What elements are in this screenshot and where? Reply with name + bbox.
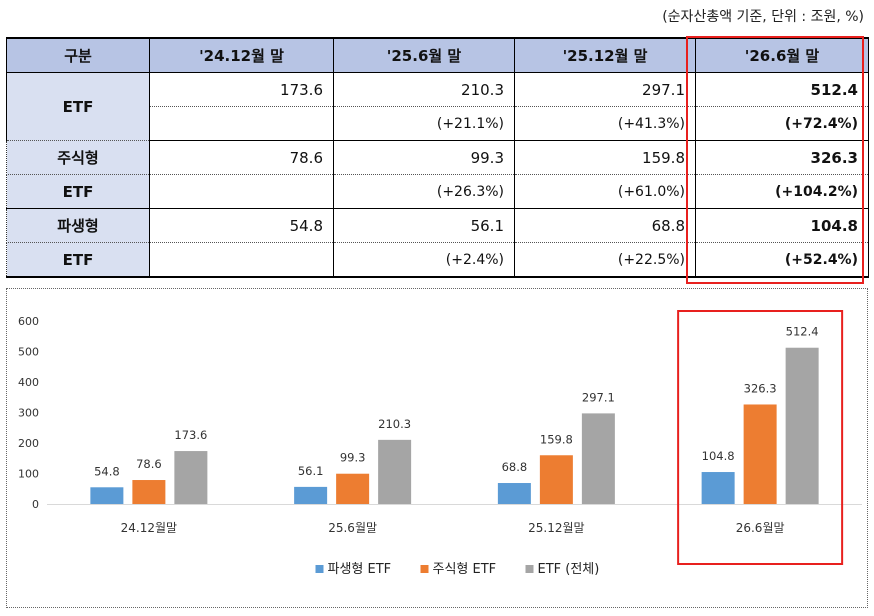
y-tick-label: 100 (18, 468, 39, 481)
table-cell: (+21.1%) (333, 106, 515, 141)
table-cell: 297.1 (514, 72, 696, 107)
legend-swatch (420, 565, 429, 573)
table-cell: 68.8 (514, 208, 696, 243)
table-row: (+21.1%) (+41.3%) (+72.4%) (7, 106, 869, 141)
table-cell: (+72.4%) (695, 106, 869, 141)
table-cell: (+41.3%) (514, 106, 696, 141)
table-cell: (+61.0%) (514, 174, 696, 209)
row-label-equity-etf: ETF (6, 174, 150, 209)
y-tick-label: 500 (18, 346, 39, 359)
legend-label: 주식형 ETF (433, 562, 497, 577)
header-category: 구분 (6, 37, 150, 73)
legend-label: ETF (전체) (538, 562, 600, 577)
bar (90, 487, 124, 504)
bar (294, 486, 328, 504)
table-cell: (+26.3%) (333, 174, 515, 209)
table-cell: 104.8 (695, 208, 869, 243)
table-cell: 173.6 (149, 72, 334, 107)
table-cell: 159.8 (514, 140, 696, 175)
header-period: '24.12월 말 (149, 37, 334, 73)
data-label: 173.6 (174, 428, 207, 442)
table-header-row: 구분 '24.12월 말 '25.6월 말 '25.12월 말 '26.6월 말 (6, 37, 869, 73)
data-label: 99.3 (340, 451, 366, 465)
table-cell (149, 242, 334, 278)
legend-swatch (525, 565, 534, 573)
bar (539, 455, 573, 504)
data-label: 512.4 (786, 325, 819, 339)
bar (497, 483, 531, 504)
table-cell (149, 174, 334, 209)
table-cell: 512.4 (695, 72, 869, 107)
category-label: 26.6월말 (736, 521, 785, 535)
data-label: 297.1 (582, 390, 615, 404)
header-period: '25.12월 말 (514, 37, 696, 73)
summary-table: 구분 '24.12월 말 '25.6월 말 '25.12월 말 '26.6월 말… (6, 37, 869, 278)
y-tick-label: 600 (18, 315, 39, 328)
table-cell: (+52.4%) (695, 242, 869, 278)
table-row: ETF (+26.3%) (+61.0%) (+104.2%) (6, 174, 869, 209)
data-label: 210.3 (378, 417, 411, 431)
bar (743, 404, 777, 504)
header-period: '26.6월 말 (695, 37, 869, 73)
row-label-derivative-etf: ETF (6, 242, 150, 278)
data-label: 104.8 (702, 449, 735, 463)
chart-highlight-box (677, 310, 844, 565)
bar (378, 439, 412, 504)
header-period: '25.6월 말 (333, 37, 515, 73)
category-label: 25.6월말 (328, 521, 377, 535)
bar-chart: 0 100 200 300 400 500 600 54.8 78.6 173.6 24.12월말 5… (18, 310, 862, 577)
y-tick-label: 400 (18, 376, 39, 389)
row-label-equity: 주식형 (6, 140, 150, 175)
chart-panel: 0 100 200 300 400 500 600 54.8 78.6 173.6 24.12월말 5… (6, 288, 868, 608)
table-cell: (+104.2%) (695, 174, 869, 209)
table-row: ETF 173.6 210.3 297.1 512.4 (6, 72, 869, 141)
table-cell: 78.6 (149, 140, 334, 175)
bar (581, 413, 615, 504)
legend-label: 파생형 ETF (328, 562, 392, 577)
data-label: 56.1 (298, 464, 324, 478)
y-tick-label: 0 (32, 498, 39, 511)
bar (785, 347, 819, 504)
table-cell (149, 106, 334, 141)
row-label-derivative: 파생형 (6, 208, 150, 243)
table-cell: 210.3 (333, 72, 515, 107)
table-row: 주식형 78.6 99.3 159.8 326.3 (6, 140, 869, 175)
legend-swatch (315, 565, 324, 573)
data-label: 54.8 (94, 464, 120, 478)
bar (132, 480, 166, 504)
y-tick-label: 300 (18, 407, 39, 420)
data-label: 78.6 (136, 457, 162, 471)
table-cell: 56.1 (333, 208, 515, 243)
table-cell: 99.3 (333, 140, 515, 175)
category-label: 24.12월말 (121, 521, 177, 535)
data-label: 68.8 (502, 460, 528, 474)
data-label: 159.8 (540, 432, 573, 446)
table-row: 파생형 54.8 56.1 68.8 104.8 (6, 208, 869, 243)
bar (336, 473, 370, 504)
y-tick-label: 200 (18, 437, 39, 450)
bar (174, 451, 208, 504)
data-label: 326.3 (744, 381, 777, 395)
row-label-etf: ETF (6, 72, 150, 141)
table-cell: (+22.5%) (514, 242, 696, 278)
table-row: ETF (+2.4%) (+22.5%) (+52.4%) (6, 242, 869, 278)
table-cell: (+2.4%) (333, 242, 515, 278)
table-cell: 326.3 (695, 140, 869, 175)
bar (701, 472, 735, 504)
unit-note: (순자산총액 기준, 단위 : 조원, %) (662, 9, 864, 25)
category-label: 25.12월말 (528, 521, 584, 535)
table-cell: 54.8 (149, 208, 334, 243)
